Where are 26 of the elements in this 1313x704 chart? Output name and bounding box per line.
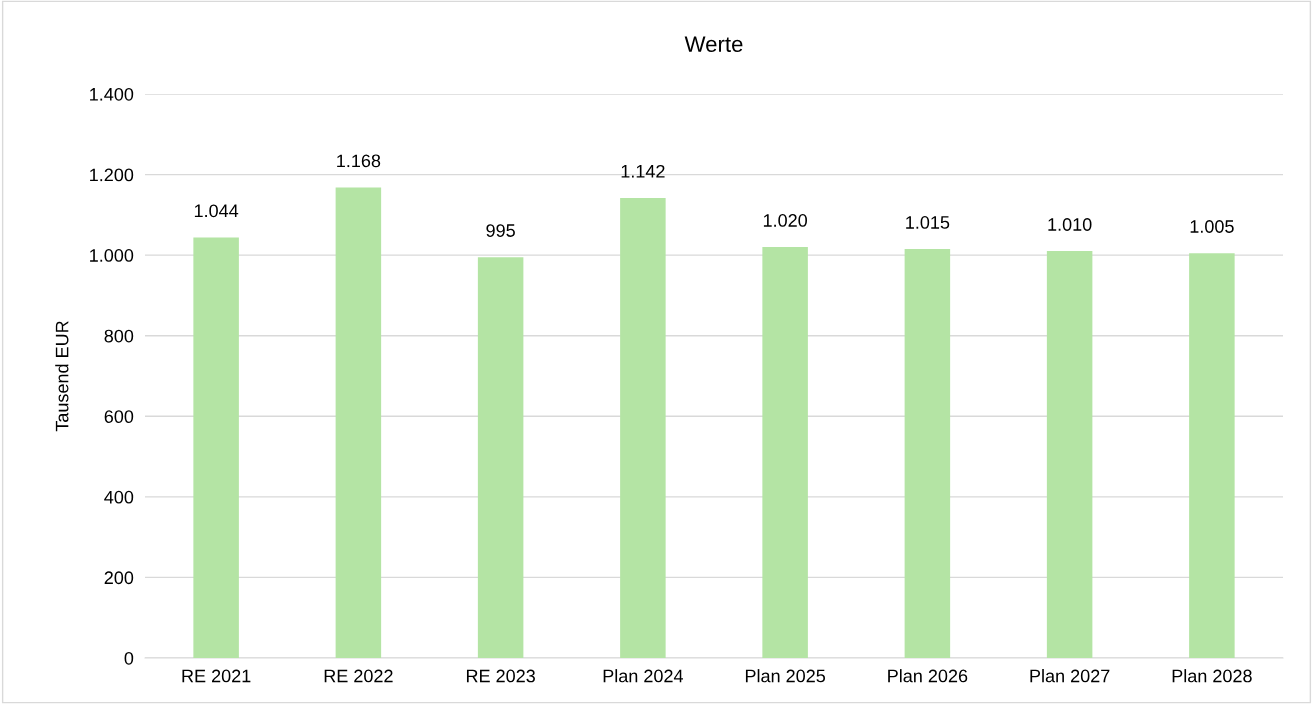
data-label: 1.168 <box>337 154 381 168</box>
x-tick-label: Plan 2028 <box>1172 669 1252 683</box>
y-tick-label: 600 <box>104 410 134 424</box>
data-label: 1.044 <box>194 204 239 218</box>
data-label: 1.015 <box>906 216 950 229</box>
data-label: 1.142 <box>621 164 665 178</box>
y-axis-title: Tausend EUR <box>55 321 69 432</box>
data-label: 995 <box>486 224 515 237</box>
x-tick-label: RE 2022 <box>324 669 393 683</box>
chart-title: Werte <box>684 36 743 52</box>
y-tick-label: 0 <box>124 651 134 665</box>
data-label: 1.010 <box>1048 218 1092 231</box>
y-tick-label: 1.400 <box>90 87 134 101</box>
x-tick-label: RE 2023 <box>466 669 535 683</box>
y-tick-label: 800 <box>104 329 134 343</box>
x-tick-label: Plan 2024 <box>603 669 684 683</box>
x-tick-label: Plan 2026 <box>888 669 968 683</box>
y-tick-label: 400 <box>104 490 134 504</box>
x-tick-label: Plan 2027 <box>1030 669 1110 683</box>
y-tick-label: 1.200 <box>90 168 134 182</box>
x-tick-label: RE 2021 <box>182 669 251 683</box>
y-tick-label: 200 <box>104 571 134 585</box>
data-label: 1.005 <box>1190 220 1234 233</box>
x-tick-label: Plan 2025 <box>745 669 826 683</box>
data-label: 1.020 <box>763 214 808 227</box>
y-tick-label: 1.000 <box>90 249 134 262</box>
